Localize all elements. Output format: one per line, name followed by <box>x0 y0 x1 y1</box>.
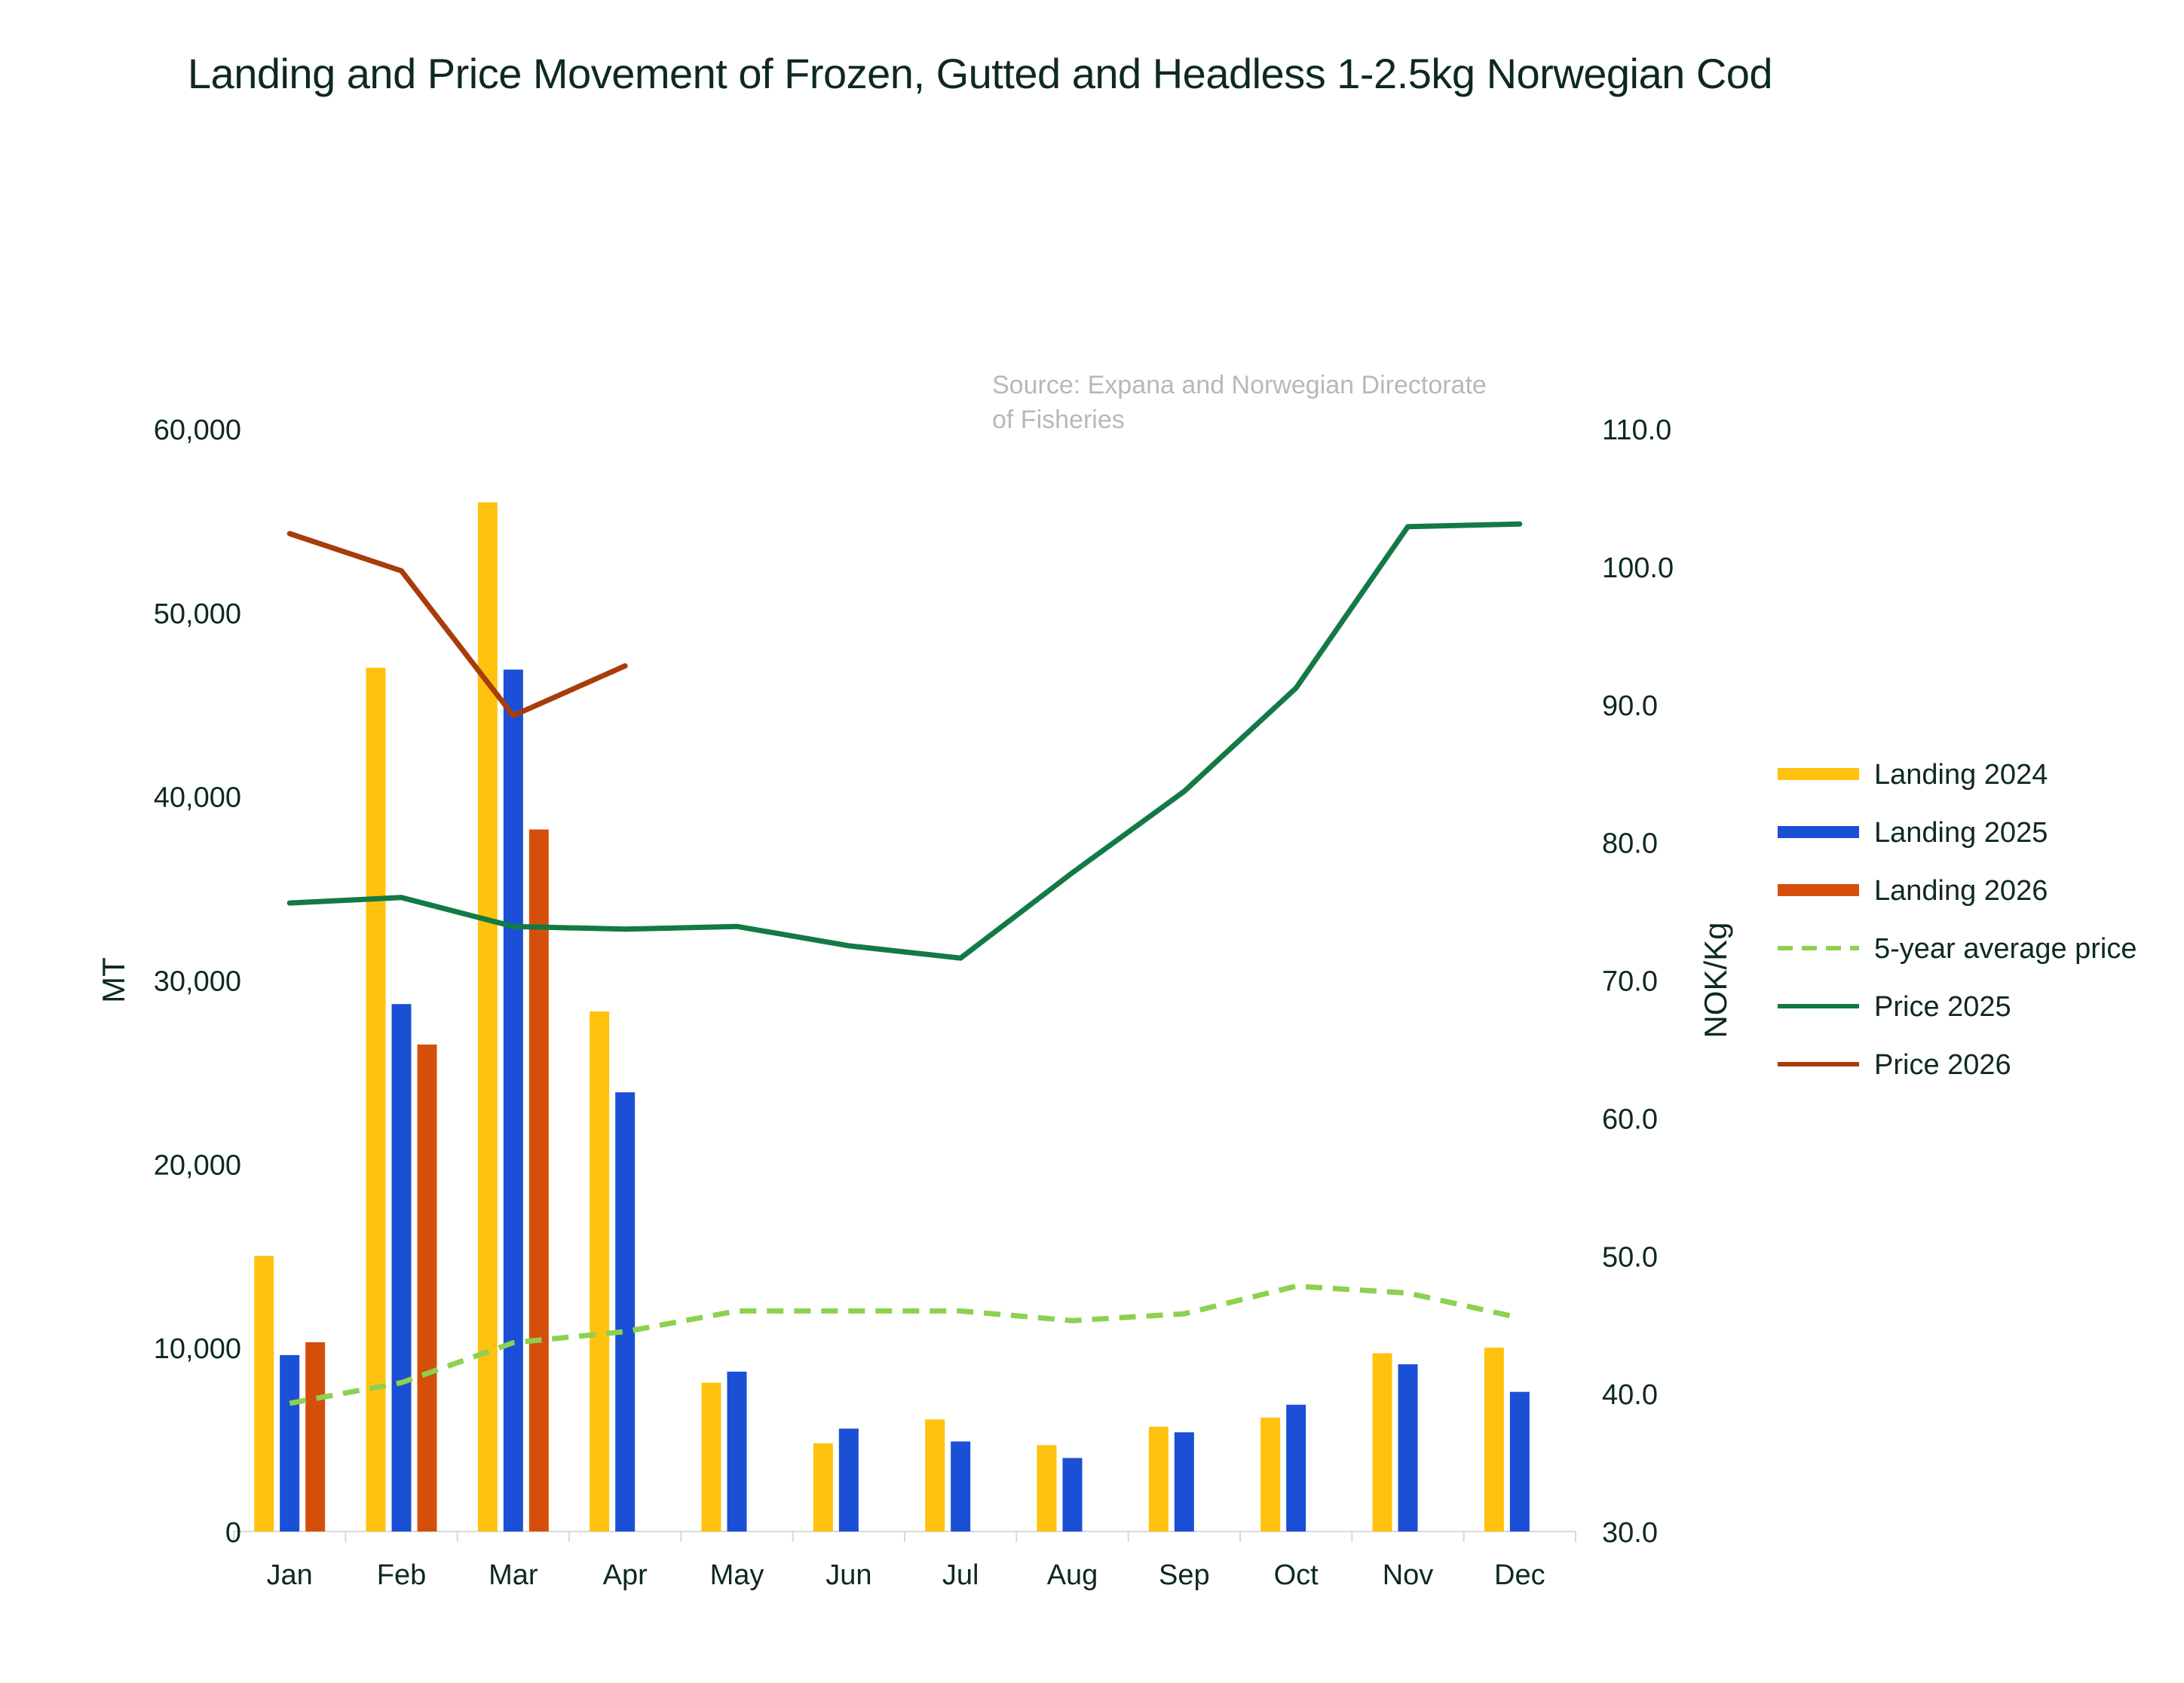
bar <box>813 1443 833 1532</box>
x-tick-label: Jun <box>826 1559 871 1591</box>
y-left-tick-label: 20,000 <box>154 1149 241 1181</box>
bar <box>417 1044 437 1532</box>
bar <box>1260 1417 1281 1532</box>
x-tick-label: Feb <box>377 1559 426 1591</box>
bar <box>1148 1427 1169 1532</box>
bar <box>615 1092 636 1532</box>
y-left-tick-label: 60,000 <box>154 415 241 446</box>
bar <box>366 667 386 1532</box>
y-left-tick-label: 30,000 <box>154 966 241 998</box>
series-line <box>286 531 628 718</box>
bar <box>1398 1364 1418 1532</box>
bar <box>701 1382 721 1532</box>
bar <box>1484 1348 1504 1532</box>
bar <box>503 669 523 1532</box>
bar <box>391 1004 412 1532</box>
y-left-tick-label: 50,000 <box>154 598 241 630</box>
legend-swatch <box>1778 768 1859 780</box>
y-left-tick-label: 0 <box>225 1517 241 1549</box>
y-right-tick-label: 90.0 <box>1602 690 1658 722</box>
bar <box>1037 1445 1057 1532</box>
bar <box>254 1256 274 1532</box>
x-tick-label: Dec <box>1494 1559 1545 1591</box>
legend-label: Landing 2024 <box>1874 759 2048 791</box>
y-right-tick-label: 60.0 <box>1602 1103 1658 1135</box>
bar <box>1509 1391 1530 1532</box>
bar <box>1372 1353 1392 1532</box>
y-right-tick-label: 40.0 <box>1602 1379 1658 1411</box>
legend-label: Price 2026 <box>1874 1049 2011 1081</box>
x-tick-label: Oct <box>1274 1559 1319 1591</box>
y-right-tick-label: 30.0 <box>1602 1517 1658 1549</box>
y-right-axis-title: NOK/Kg <box>1698 922 1733 1038</box>
bar <box>1174 1432 1194 1532</box>
y-left-tick-label: 10,000 <box>154 1333 241 1365</box>
legend-swatch <box>1778 884 1859 896</box>
bar <box>477 502 498 1532</box>
bar <box>1286 1404 1306 1532</box>
series-line <box>286 521 1523 961</box>
bar <box>838 1428 859 1532</box>
x-tick-label: May <box>710 1559 764 1591</box>
source-note: of Fisheries <box>992 405 1125 434</box>
bar <box>951 1441 971 1532</box>
series-line <box>289 1284 1521 1406</box>
bar <box>1062 1458 1083 1532</box>
legend-label: Landing 2026 <box>1874 875 2048 907</box>
bar <box>280 1354 300 1532</box>
y-right-tick-label: 70.0 <box>1602 966 1658 998</box>
bar <box>305 1342 326 1532</box>
x-tick-label: Nov <box>1383 1559 1434 1591</box>
x-tick-label: Aug <box>1047 1559 1098 1591</box>
y-left-tick-label: 40,000 <box>154 782 241 814</box>
x-tick-label: Sep <box>1159 1559 1210 1591</box>
chart-title: Landing and Price Movement of Frozen, Gu… <box>187 50 1773 97</box>
legend-label: Landing 2025 <box>1874 817 2048 849</box>
bar <box>727 1371 747 1532</box>
y-right-tick-label: 100.0 <box>1602 552 1674 584</box>
legend-label: 5-year average price <box>1874 933 2137 965</box>
x-tick-label: Jan <box>267 1559 313 1591</box>
bar <box>925 1419 945 1532</box>
legend-label: Price 2025 <box>1874 991 2011 1023</box>
bar <box>590 1011 610 1532</box>
bar <box>528 829 549 1532</box>
x-tick-label: Apr <box>603 1559 648 1591</box>
y-right-tick-label: 80.0 <box>1602 828 1658 860</box>
x-tick-label: Mar <box>489 1559 538 1591</box>
legend-swatch <box>1778 826 1859 838</box>
source-note: Source: Expana and Norwegian Directorate <box>992 371 1487 399</box>
x-tick-label: Jul <box>942 1559 979 1591</box>
y-right-tick-label: 110.0 <box>1602 415 1671 446</box>
y-left-axis-title: MT <box>96 957 131 1003</box>
y-right-tick-label: 50.0 <box>1602 1241 1658 1273</box>
